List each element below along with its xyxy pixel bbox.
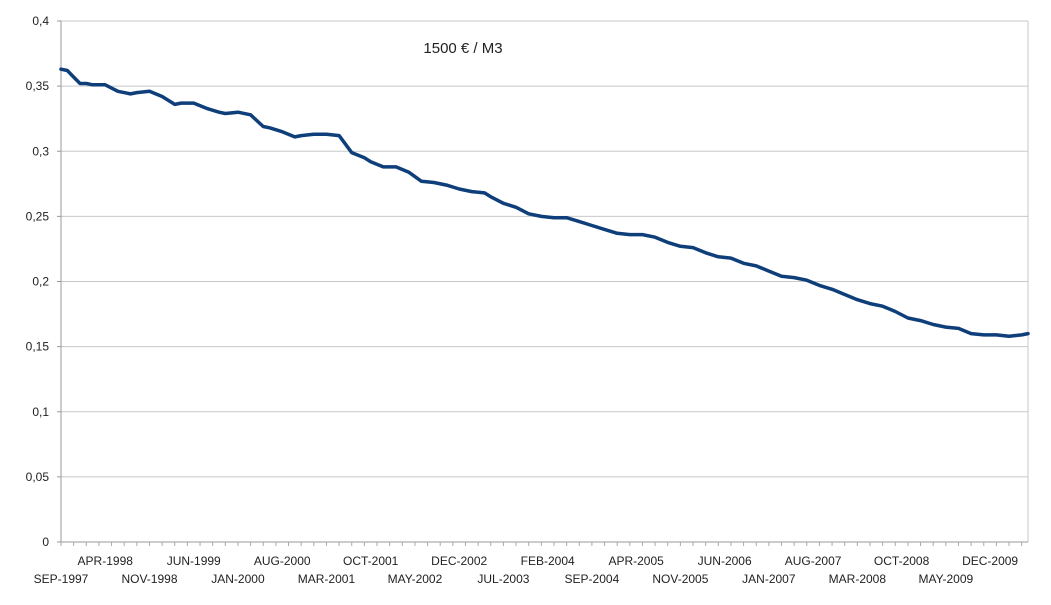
y-tick-label: 0,4 — [32, 14, 49, 28]
y-tick-label: 0,35 — [26, 79, 50, 93]
x-tick-label-upper: OCT-2001 — [343, 554, 399, 568]
y-tick-label: 0,15 — [26, 340, 50, 354]
x-tick-label-upper: APR-1998 — [78, 554, 134, 568]
y-tick-label: 0,25 — [26, 209, 50, 223]
y-tick-labels: 0 0,05 0,1 0,15 0,2 0,25 0,3 0,35 0,4 — [26, 14, 50, 549]
y-tick-label: 0,3 — [32, 144, 49, 158]
x-tick-label-upper: FEB-2004 — [521, 554, 575, 568]
x-tick-label-lower: MAR-2008 — [829, 572, 887, 586]
x-tick-label-upper: JUN-1999 — [167, 554, 221, 568]
x-tick-label-lower: JAN-2000 — [211, 572, 265, 586]
x-tick-label-lower: MAR-2001 — [298, 572, 356, 586]
x-tick-label-upper: APR-2005 — [608, 554, 664, 568]
x-tick-label-lower: SEP-2004 — [565, 572, 620, 586]
x-tick-label-upper: DEC-2002 — [431, 554, 487, 568]
y-tick-label: 0 — [42, 535, 49, 549]
y-tick-label: 0,2 — [32, 275, 49, 289]
chart-title: 1500 € / M3 — [423, 40, 502, 57]
x-tick-label-lower: JAN-2007 — [742, 572, 796, 586]
x-tick-label-upper: DEC-2009 — [962, 554, 1018, 568]
x-tick-label-upper: AUG-2007 — [785, 554, 842, 568]
x-tick-label-lower: JUL-2003 — [477, 572, 529, 586]
series-line — [59, 67, 1030, 338]
x-tick-label-lower: MAY-2009 — [918, 572, 973, 586]
x-tick-label-lower: NOV-2005 — [652, 572, 708, 586]
x-tick-label-lower: NOV-1998 — [121, 572, 177, 586]
x-tick-labels: APR-1998 JUN-1999 AUG-2000 OCT-2001 DEC-2002… — [34, 554, 1019, 586]
y-tick-label: 0,05 — [26, 470, 50, 484]
y-tick-label: 0,1 — [32, 405, 49, 419]
x-tick-label-upper: AUG-2000 — [254, 554, 311, 568]
axes — [57, 20, 1028, 546]
x-tick-label-upper: JUN-2006 — [698, 554, 752, 568]
x-tick-label-upper: OCT-2008 — [874, 554, 930, 568]
x-tick-label-lower: SEP-1997 — [34, 572, 89, 586]
series-layer — [59, 67, 1030, 338]
x-tick-label-lower: MAY-2002 — [388, 572, 443, 586]
